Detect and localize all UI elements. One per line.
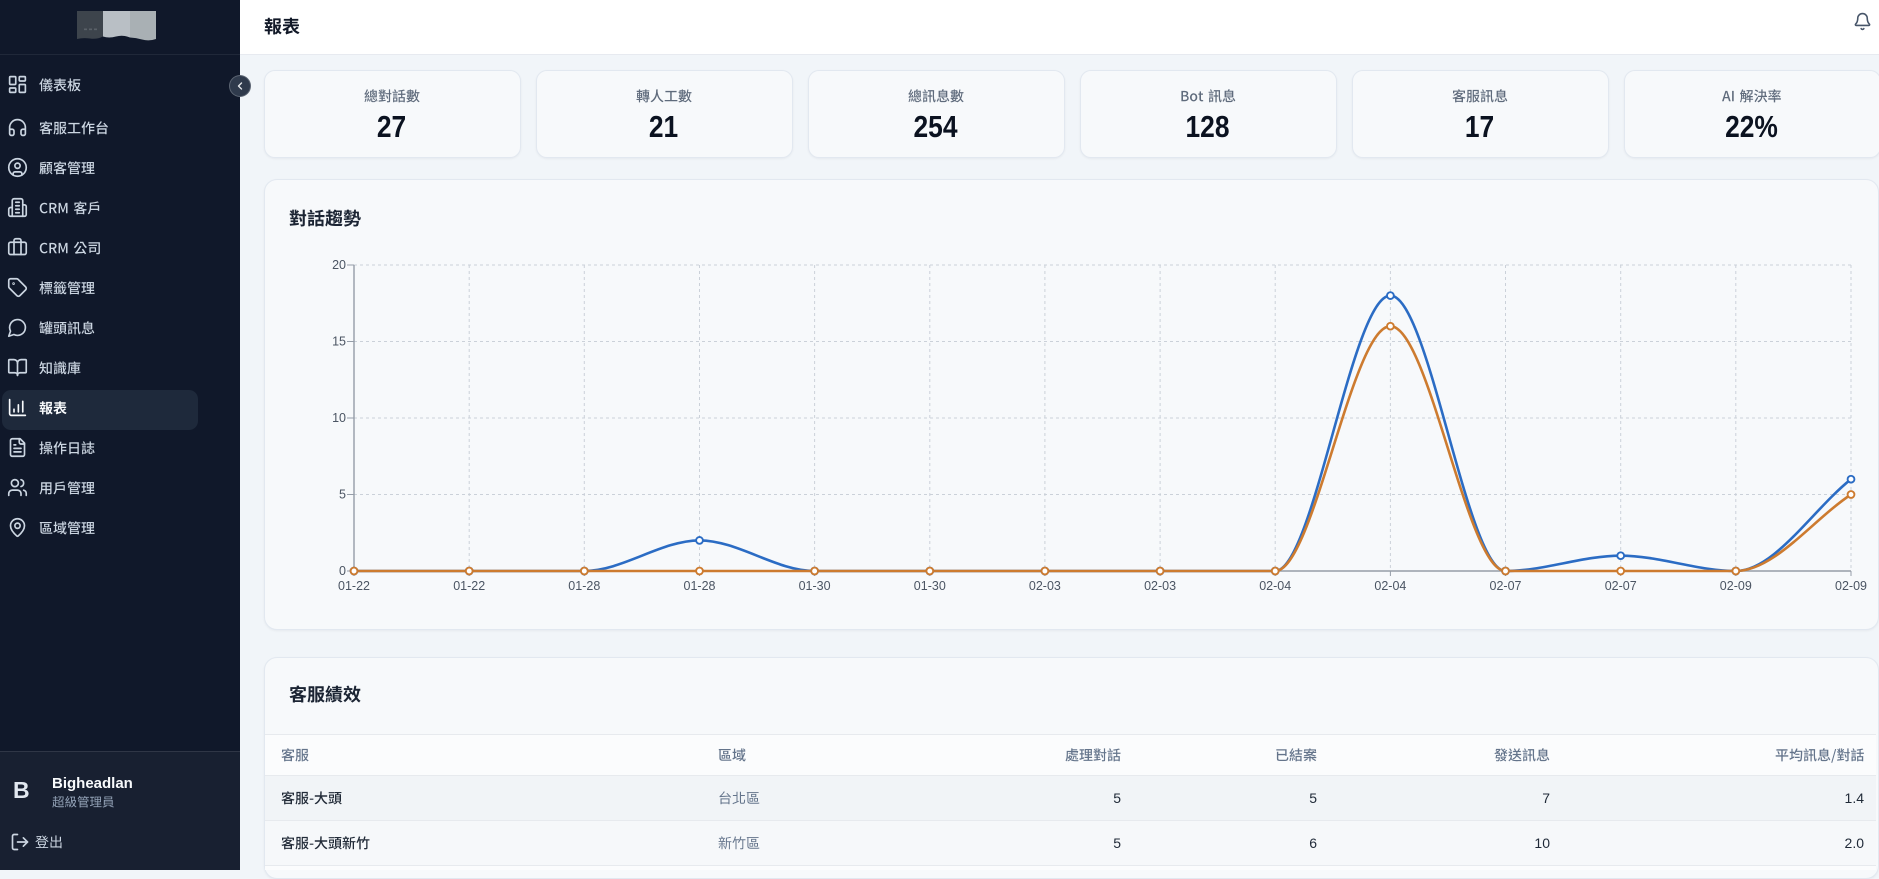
svg-text:02-04: 02-04 [1259, 579, 1291, 593]
svg-text:5: 5 [339, 488, 346, 502]
svg-text:01-30: 01-30 [799, 579, 831, 593]
svg-text:10: 10 [332, 411, 346, 425]
svg-text:01-28: 01-28 [684, 579, 716, 593]
svg-text:15: 15 [332, 335, 346, 349]
svg-text:01-22: 01-22 [338, 579, 370, 593]
svg-text:20: 20 [332, 258, 346, 272]
svg-text:02-04: 02-04 [1374, 579, 1406, 593]
svg-text:02-07: 02-07 [1490, 579, 1522, 593]
svg-text:02-03: 02-03 [1029, 579, 1061, 593]
svg-text:02-09: 02-09 [1720, 579, 1752, 593]
svg-text:02-03: 02-03 [1144, 579, 1176, 593]
svg-text:0: 0 [339, 564, 346, 578]
svg-text:01-22: 01-22 [453, 579, 485, 593]
svg-text:01-28: 01-28 [568, 579, 600, 593]
svg-text:02-07: 02-07 [1605, 579, 1637, 593]
svg-text:02-09: 02-09 [1835, 579, 1867, 593]
svg-text:01-30: 01-30 [914, 579, 946, 593]
